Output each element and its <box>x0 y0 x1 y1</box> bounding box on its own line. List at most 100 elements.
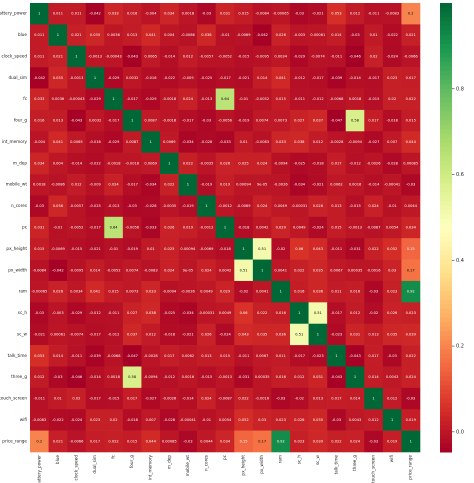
cell <box>122 131 142 153</box>
cell-label: -0.0066 <box>404 54 419 58</box>
cell-label: 0.011 <box>276 354 286 358</box>
cell <box>252 131 272 153</box>
cell <box>160 216 179 239</box>
cell <box>67 302 87 325</box>
cell-label: 0.012 <box>313 140 323 144</box>
cell <box>104 323 124 346</box>
cell-label: 0.024 <box>368 204 379 208</box>
cell-label: -0.031 <box>238 375 250 379</box>
cell <box>67 280 87 303</box>
cell-label: -0.028 <box>386 161 398 165</box>
cell <box>30 280 49 303</box>
cell-label: 9e-05 <box>257 183 267 187</box>
cell <box>160 131 179 153</box>
cell <box>327 88 347 111</box>
cell <box>48 387 68 410</box>
cell <box>85 109 105 132</box>
cell <box>364 238 384 260</box>
cell <box>364 195 384 218</box>
colorbar-step <box>440 344 452 350</box>
cell <box>290 387 309 410</box>
cell <box>252 323 272 346</box>
cell <box>48 45 68 68</box>
cell <box>290 323 309 346</box>
cell <box>197 88 217 111</box>
colorbar-step <box>440 294 452 300</box>
x-tick-label: mobile_wt <box>185 455 190 477</box>
cell <box>382 67 402 89</box>
cell <box>197 216 217 239</box>
x-tick-label: fc <box>111 454 116 458</box>
cell-label: -0.015 <box>108 397 120 401</box>
colorbar-step <box>440 366 452 372</box>
cell <box>234 387 254 410</box>
colorbar-step <box>440 160 452 166</box>
cell <box>401 3 421 25</box>
colorbar-step <box>440 11 452 17</box>
cell-label: -0.011 <box>293 97 305 101</box>
cell <box>290 109 309 132</box>
colorbar-step <box>440 56 452 62</box>
cell-label: 0.014 <box>53 354 64 358</box>
colorbar-step <box>440 74 452 80</box>
cell <box>48 88 68 111</box>
cell <box>327 238 347 260</box>
cell-label: -0.018 <box>312 161 324 165</box>
cell <box>215 366 235 389</box>
cell <box>401 345 421 367</box>
cell-label: 0.0016 <box>182 375 195 379</box>
cell-label: -0.029 <box>108 76 120 80</box>
cell <box>48 174 68 196</box>
cell-label: -0.046 <box>349 54 361 58</box>
cell <box>345 131 365 153</box>
cell-label: 0.0087 <box>144 119 157 123</box>
cell <box>290 195 309 218</box>
cell <box>364 88 384 111</box>
cell-label: 0.00094 <box>236 183 252 187</box>
x-tick-label: px_height <box>241 455 246 476</box>
cell <box>252 45 272 68</box>
colorbar-step <box>440 25 452 31</box>
y-tick-label: four_g <box>14 118 28 123</box>
cell <box>271 45 291 68</box>
cell <box>327 195 347 218</box>
x-tick-label: talk_time <box>333 455 338 475</box>
cell <box>364 280 384 303</box>
cell <box>290 131 309 153</box>
cell-label: 0.0044 <box>200 439 213 443</box>
cell <box>104 259 124 282</box>
cell <box>85 152 105 175</box>
cell <box>178 302 198 325</box>
cell-label: -0.009 <box>182 76 194 80</box>
cell-label: 0.035 <box>313 418 323 422</box>
colorbar-step <box>440 16 452 22</box>
cell <box>67 174 87 196</box>
cell <box>401 24 421 47</box>
cell <box>290 302 309 325</box>
cell <box>364 131 384 153</box>
cell <box>364 45 384 68</box>
cell <box>197 259 217 282</box>
cell <box>271 323 291 346</box>
cell <box>141 24 161 47</box>
cell-label: 0.015 <box>331 226 341 230</box>
colorbar-step <box>440 276 452 282</box>
cell-label: -0.03 <box>276 397 285 401</box>
cell <box>364 345 384 367</box>
cell-label: 0.022 <box>331 439 341 443</box>
cell-label: 9e-05 <box>183 268 193 272</box>
cell-label: -0.019 <box>238 119 250 123</box>
cell-label: -0.0094 <box>348 140 363 144</box>
cell-label: 0.016 <box>294 290 305 294</box>
cell <box>215 109 235 132</box>
cell-label: -0.016 <box>89 140 101 144</box>
cell-label: -0.028 <box>201 140 213 144</box>
colorbar-step <box>440 420 452 426</box>
cell-label: 0.024 <box>108 183 119 187</box>
cell <box>345 259 365 282</box>
cell-label: -0.0028 <box>329 140 344 144</box>
cell <box>141 302 161 325</box>
cell <box>364 259 384 282</box>
cell <box>308 3 328 25</box>
cell <box>67 109 87 132</box>
